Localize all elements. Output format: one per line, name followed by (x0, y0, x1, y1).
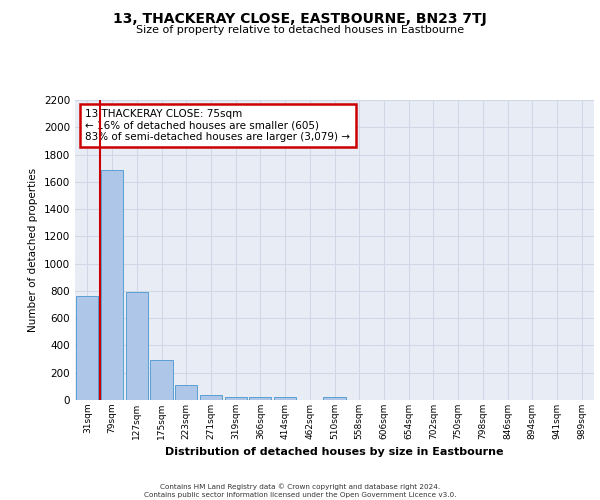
Bar (323, 396, 346, 400)
Bar (175, 385, 197, 400)
Bar (101, 170, 123, 400)
Bar (249, 398, 271, 400)
Text: 13, THACKERAY CLOSE, EASTBOURNE, BN23 7TJ: 13, THACKERAY CLOSE, EASTBOURNE, BN23 7T… (113, 12, 487, 26)
Text: 13 THACKERAY CLOSE: 75sqm
← 16% of detached houses are smaller (605)
83% of semi: 13 THACKERAY CLOSE: 75sqm ← 16% of detac… (85, 109, 350, 142)
Bar (200, 394, 222, 400)
Text: Contains HM Land Registry data © Crown copyright and database right 2024.
Contai: Contains HM Land Registry data © Crown c… (144, 484, 456, 498)
X-axis label: Distribution of detached houses by size in Eastbourne: Distribution of detached houses by size … (165, 448, 504, 458)
Bar (274, 398, 296, 400)
Bar (76, 296, 98, 400)
Y-axis label: Number of detached properties: Number of detached properties (28, 168, 38, 332)
Text: Size of property relative to detached houses in Eastbourne: Size of property relative to detached ho… (136, 25, 464, 35)
Bar (151, 360, 173, 400)
Bar (224, 396, 247, 400)
Bar (125, 292, 148, 400)
